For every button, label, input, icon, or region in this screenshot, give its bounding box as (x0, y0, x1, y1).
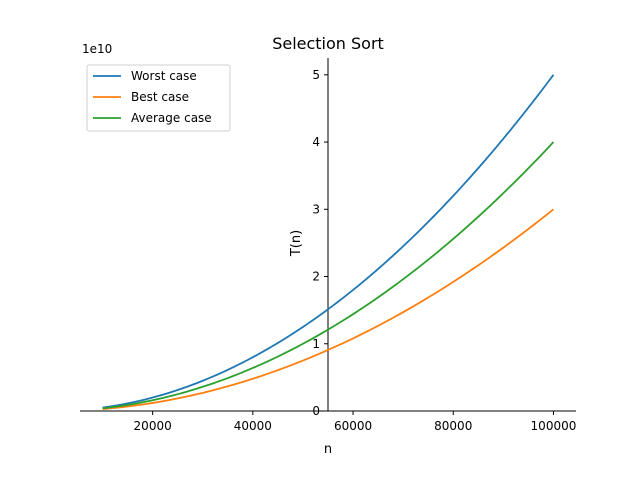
y-tick-label: 5 (312, 68, 320, 82)
x-ticks: 20000 40000 60000 80000 100000 (134, 411, 577, 433)
y-ticks: 0 1 2 3 4 5 (312, 68, 328, 418)
x-tick-label: 80000 (434, 419, 472, 433)
y-tick-label: 0 (312, 404, 320, 418)
legend-label: Worst case (131, 69, 197, 83)
y-tick-label: 4 (312, 135, 320, 149)
plot-lines (102, 74, 555, 410)
legend-frame (86, 64, 231, 132)
series-line (102, 74, 555, 409)
x-tick-label: 40000 (234, 419, 272, 433)
y-axis-label: T(n) (289, 230, 304, 257)
legend: Worst case Best case Average case (86, 64, 231, 132)
series-line (102, 141, 555, 410)
legend-label: Best case (131, 90, 189, 104)
chart-title: Selection Sort (272, 34, 384, 53)
y-tick-label: 1 (312, 337, 320, 351)
y-tick-label: 2 (312, 270, 320, 284)
y-tick-label: 3 (312, 202, 320, 216)
x-tick-label: 100000 (531, 419, 577, 433)
series-line (102, 208, 555, 410)
x-tick-label: 60000 (334, 419, 372, 433)
x-tick-label: 20000 (134, 419, 172, 433)
legend-label: Average case (131, 111, 212, 125)
y-offset-label: 1e10 (82, 42, 112, 56)
x-axis-label: n (324, 442, 332, 457)
